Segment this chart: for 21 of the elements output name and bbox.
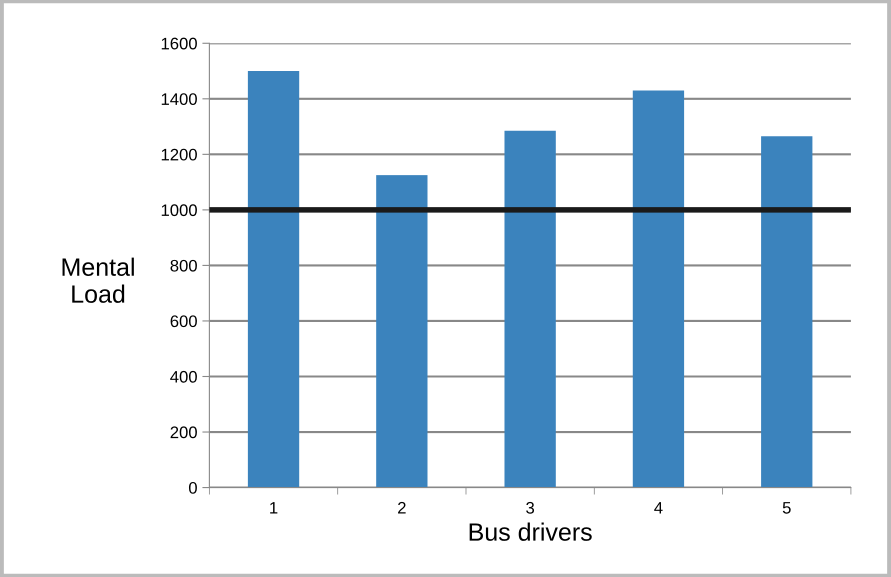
y-tick-label: 1600: [162, 38, 197, 50]
y-tick-label: 1000: [162, 204, 197, 216]
y-tick-label: 1200: [162, 148, 197, 161]
bar: [761, 136, 812, 488]
bar: [376, 175, 428, 488]
bar: [632, 90, 684, 488]
y-tick-label: 600: [170, 315, 197, 328]
x-axis-title: Bus drivers: [470, 522, 592, 541]
y-tick-label: 200: [170, 426, 197, 438]
y-tick-label: 1400: [162, 93, 197, 106]
x-tick-label: 1: [270, 502, 278, 514]
bar: [504, 130, 556, 488]
x-tick-label: 3: [526, 502, 534, 514]
x-tick-label: 2: [398, 502, 406, 514]
bar: [248, 71, 300, 488]
y-axis-title: Mental Load: [62, 258, 134, 303]
y-tick-label: 400: [170, 370, 197, 383]
x-tick-label: 4: [654, 502, 663, 514]
y-tick-label: 0: [188, 482, 197, 494]
x-tick-label: 5: [782, 502, 791, 514]
y-tick-label: 800: [170, 260, 197, 272]
